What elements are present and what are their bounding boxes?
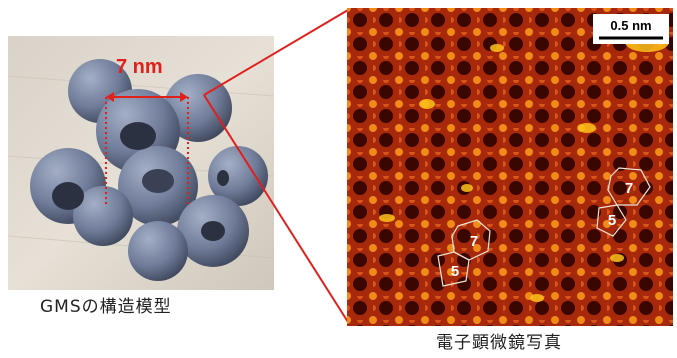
ring-label-5: 5 <box>451 263 459 280</box>
structure-model-photo: 7 nm <box>8 36 274 290</box>
dimension-annotation <box>105 92 189 204</box>
ring-label-7: 7 <box>470 233 478 250</box>
scale-bar-label: 0.5 nm <box>610 18 651 33</box>
micrograph-caption: 電子顕微鏡写真 <box>436 333 562 353</box>
dimension-label: 7 nm <box>116 56 163 78</box>
electron-micrograph: 0.5 nm 7 5 7 5 <box>347 8 673 326</box>
ring-label-7: 7 <box>625 180 633 197</box>
model-caption: GMSの構造模型 <box>40 297 172 317</box>
defect-ring-outlines <box>437 167 651 287</box>
ring-label-5: 5 <box>608 212 616 229</box>
